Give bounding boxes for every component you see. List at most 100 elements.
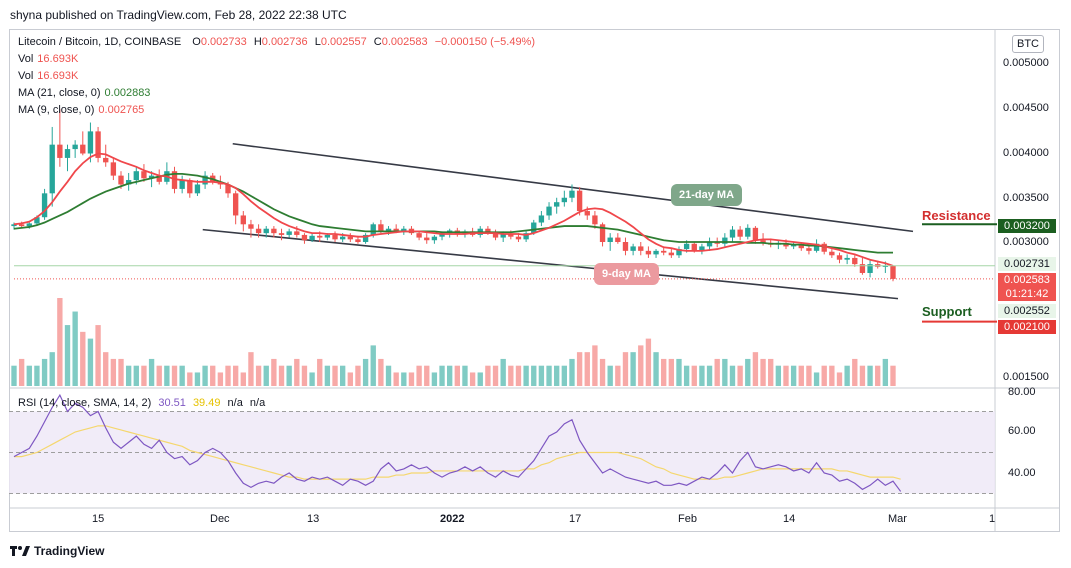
volume-bar [57, 298, 63, 386]
tradingview-logo-icon [10, 546, 30, 556]
candle-body [255, 228, 262, 234]
volume-bar [661, 358, 667, 386]
volume-bar [156, 365, 162, 386]
volume-bar [41, 358, 48, 386]
volume-bar [790, 365, 797, 386]
volume-bar [439, 365, 445, 386]
time-tick: 2022 [440, 513, 465, 525]
candle-body [18, 224, 25, 227]
candle-body [630, 246, 636, 251]
volume-bar [752, 352, 759, 386]
candle-body [836, 255, 843, 260]
volume-bar [171, 365, 178, 386]
candle-body [301, 234, 308, 241]
candle-body [691, 243, 697, 251]
candle-body [431, 236, 438, 241]
time-tick: 17 [569, 513, 582, 525]
volume-bar [699, 365, 705, 386]
volume-bar [722, 358, 728, 386]
volume-bar [332, 365, 338, 386]
volume-bar [187, 372, 193, 386]
ma9-legend: MA (9, close, 0) 0.002765 [18, 104, 144, 116]
candle-body [424, 237, 430, 241]
vol-label[interactable]: Vol [18, 70, 34, 82]
volume-bar [424, 365, 430, 386]
open-value: 0.002733 [200, 36, 247, 48]
candle-body [737, 229, 743, 237]
footer-brand[interactable]: TradingView [10, 544, 104, 558]
candle-body [125, 180, 132, 185]
ma9-value: 0.002765 [98, 104, 145, 116]
volume-bar [584, 352, 590, 386]
candle-body [500, 234, 506, 238]
volume-bar [232, 365, 239, 386]
volume-bar [683, 365, 690, 386]
currency-button[interactable]: BTC [1012, 35, 1044, 53]
volume-bar [836, 372, 843, 386]
ma9-label[interactable]: MA (9, close, 0) [18, 104, 95, 116]
volume-bar [875, 365, 881, 386]
candle-body [615, 237, 621, 242]
rsi-na-2: n/a [249, 397, 266, 409]
candle-body [202, 175, 208, 185]
volume-bar [133, 365, 139, 386]
volume-bar [408, 372, 415, 386]
volume-bar [339, 365, 346, 386]
candle-body [110, 162, 117, 176]
volume-bar [286, 365, 292, 386]
candle-body [248, 224, 254, 229]
volume-bar [255, 365, 262, 386]
time-tick: Feb [678, 513, 697, 525]
close-value: 0.002583 [381, 36, 428, 48]
change-value: −0.000150 (−5.49%) [434, 36, 536, 48]
volume-bar [645, 338, 652, 386]
candle-body [653, 250, 659, 255]
candle-body [87, 131, 94, 154]
volume-bar [87, 338, 94, 386]
volume-bar [859, 365, 866, 386]
low-value: 0.002557 [320, 36, 367, 48]
channel-upper-line [232, 142, 914, 233]
volume-bar [844, 365, 850, 386]
support-label: Support [922, 304, 972, 319]
volume-bar [11, 365, 17, 386]
volume-bar [515, 365, 522, 386]
volume-bar [454, 365, 460, 386]
volume-bar [18, 358, 25, 386]
time-tick: Dec [210, 513, 230, 525]
volume-bar [347, 372, 353, 386]
volume-bar [95, 325, 101, 386]
ma21-callout: 21-day MA [671, 184, 743, 206]
vol-legend-2: Vol 16.693K [18, 70, 78, 82]
candle-body [806, 248, 812, 251]
candle-body [676, 249, 682, 256]
price-tick: 0.001500 [1003, 371, 1049, 383]
time-tick: 14 [783, 513, 796, 525]
volume-bar [294, 358, 300, 386]
vol-label[interactable]: Vol [18, 53, 34, 65]
rsi-tick: 80.00 [1008, 386, 1036, 398]
volume-bar [829, 365, 835, 386]
close-label: C [373, 36, 382, 48]
candle-body [378, 224, 384, 231]
chart-frame[interactable] [9, 29, 1060, 532]
volume-bar [416, 365, 422, 386]
candle-body [148, 175, 155, 179]
ma21-label[interactable]: MA (21, close, 0) [18, 87, 101, 99]
volume-bar [500, 358, 506, 386]
candle-body [225, 184, 231, 194]
rsi-label[interactable]: RSI (14, close, SMA, 14, 2) [18, 397, 152, 409]
time-tick: 1 [989, 513, 996, 525]
volume-bar [378, 358, 384, 386]
volume-bar [194, 372, 201, 386]
rsi-legend: RSI (14, close, SMA, 14, 2) 30.51 39.49 … [18, 397, 265, 409]
candle-body [813, 243, 820, 251]
symbol-label[interactable]: Litecoin / Bitcoin, 1D, COINBASE [18, 36, 182, 48]
candle-body [370, 224, 376, 235]
time-tick: 15 [92, 513, 105, 525]
candle-body [745, 227, 751, 237]
candle-body [485, 228, 491, 234]
volume-bar [64, 325, 71, 386]
price-tick: 0.005000 [1003, 57, 1049, 69]
